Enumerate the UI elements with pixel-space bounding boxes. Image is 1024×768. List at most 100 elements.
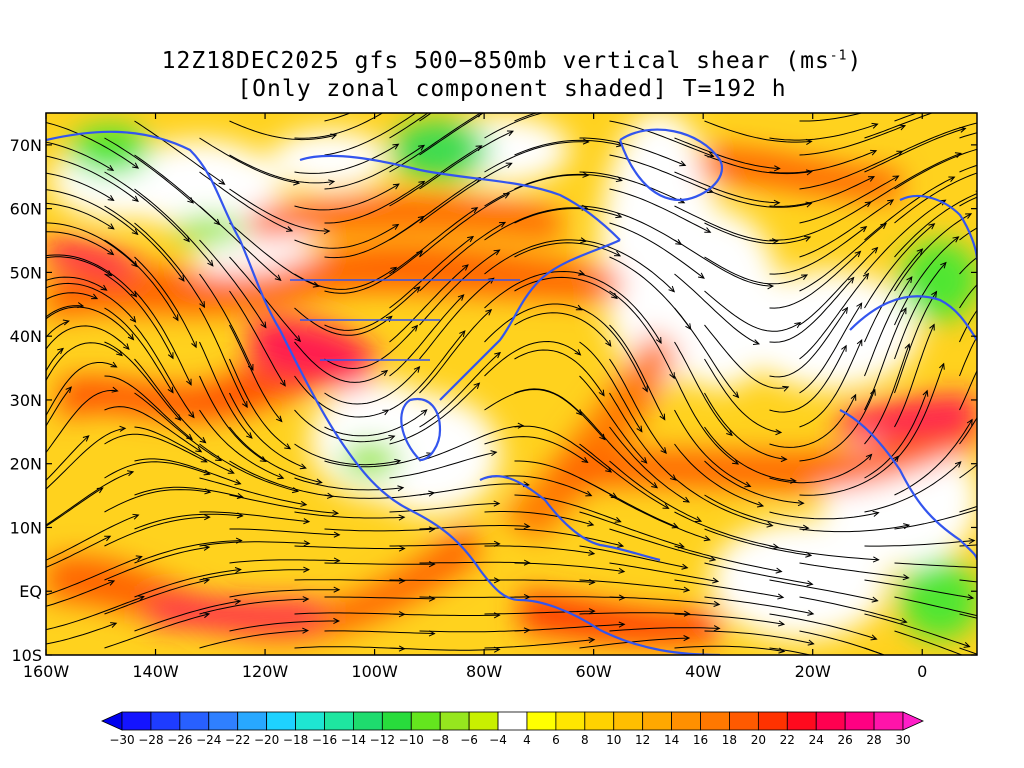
- streamline: [609, 222, 705, 279]
- streamline: [579, 205, 682, 245]
- streamline-arrow: [467, 235, 475, 243]
- streamline-arrow: [487, 277, 495, 284]
- streamline: [199, 171, 293, 232]
- streamline-arrow: [475, 145, 483, 152]
- lat-label: 10N: [10, 518, 42, 537]
- streamline-arrow: [1009, 317, 1015, 322]
- streamline-arrow: [333, 617, 341, 625]
- streamline-arrow: [847, 276, 855, 284]
- streamline: [514, 494, 621, 523]
- streamline: [419, 525, 530, 530]
- streamline: [894, 236, 959, 326]
- streamline-arrow: [854, 250, 862, 258]
- streamline: [199, 239, 267, 328]
- streamline: [579, 171, 685, 204]
- streamline-arrow: [227, 468, 235, 474]
- streamline-arrow: [804, 236, 812, 242]
- streamline: [324, 630, 435, 635]
- unit-exponent: -1: [829, 48, 848, 64]
- streamline: [229, 120, 337, 141]
- streamline-arrow: [752, 339, 761, 346]
- colorbar-label: 30: [895, 733, 910, 747]
- streamline: [799, 596, 907, 623]
- streamline-arrow: [959, 126, 967, 133]
- streamline-arrow: [805, 201, 813, 208]
- lat-label: 40N: [10, 327, 42, 346]
- streamline-arrow: [302, 627, 310, 634]
- streamline: [769, 613, 877, 640]
- streamline: [894, 363, 945, 462]
- streamline: [104, 205, 185, 282]
- streamline-arrow: [203, 612, 211, 619]
- streamline: [769, 176, 875, 207]
- streamline-arrow: [398, 545, 406, 552]
- streamline-arrow: [775, 567, 783, 574]
- streamline: [579, 307, 648, 392]
- streamline: [674, 579, 784, 598]
- streamline: [104, 516, 210, 547]
- streamline: [704, 222, 811, 245]
- streamline-arrow: [860, 225, 868, 233]
- colorbar-over-arrow: [902, 711, 924, 731]
- streamline: [514, 388, 606, 440]
- streamline: [674, 137, 780, 169]
- streamline-arrow: [204, 488, 212, 495]
- streamline-arrow: [77, 302, 85, 309]
- streamline: [799, 113, 864, 122]
- streamline-arrow: [302, 596, 310, 603]
- streamline: [799, 150, 903, 190]
- streamline-arrow: [241, 401, 248, 409]
- streamline-arrow: [806, 580, 814, 587]
- streamline-arrow: [398, 514, 406, 521]
- streamline-arrow: [186, 378, 192, 386]
- streamline: [389, 613, 500, 616]
- streamline: [229, 426, 322, 484]
- streamline-arrow: [91, 293, 99, 300]
- coast-east-us: [439, 239, 621, 401]
- streamline-arrow: [966, 418, 973, 426]
- lon-label: 20W: [795, 662, 831, 681]
- streamline-arrow: [418, 180, 426, 187]
- streamline-arrow: [896, 150, 904, 157]
- streamline: [294, 646, 405, 650]
- streamline: [769, 511, 879, 520]
- streamline: [864, 276, 913, 377]
- lat-label: 30N: [10, 391, 42, 410]
- streamline-arrow: [732, 458, 740, 465]
- streamline-arrow: [82, 435, 90, 442]
- streamline-arrow: [178, 274, 185, 282]
- streamline: [894, 113, 918, 122]
- streamline-arrow: [274, 274, 282, 281]
- streamline: [294, 183, 400, 211]
- streamline-arrow: [398, 577, 406, 584]
- streamline-arrow: [862, 272, 870, 280]
- streamline-arrow: [303, 518, 311, 525]
- streamline-arrow: [503, 193, 511, 199]
- streamlines: [46, 69, 1015, 655]
- streamline-arrow: [186, 433, 194, 441]
- streamline-arrow: [473, 382, 481, 389]
- streamline-arrow: [415, 69, 421, 74]
- streamline-arrow: [485, 309, 493, 316]
- streamline-arrow: [887, 199, 895, 206]
- streamline: [229, 188, 330, 232]
- streamline-arrow: [582, 138, 590, 145]
- streamline: [134, 256, 197, 348]
- streamline-arrow: [683, 610, 691, 617]
- colorbar-label: −20: [254, 733, 279, 747]
- streamline: [134, 324, 195, 418]
- streamline: [674, 443, 764, 507]
- streamline-arrow: [428, 526, 436, 533]
- colorbar-under-arrow: [101, 711, 123, 731]
- streamline: [389, 113, 429, 139]
- streamline-arrow: [397, 485, 405, 492]
- streamline-arrow: [475, 113, 482, 118]
- streamline: [199, 477, 307, 506]
- streamline: [674, 171, 780, 204]
- streamline: [894, 291, 937, 394]
- streamline-arrow: [984, 168, 990, 173]
- streamline: [769, 545, 879, 561]
- lat-label: 50N: [10, 263, 42, 282]
- streamline: [514, 562, 625, 573]
- streamline: [294, 477, 404, 491]
